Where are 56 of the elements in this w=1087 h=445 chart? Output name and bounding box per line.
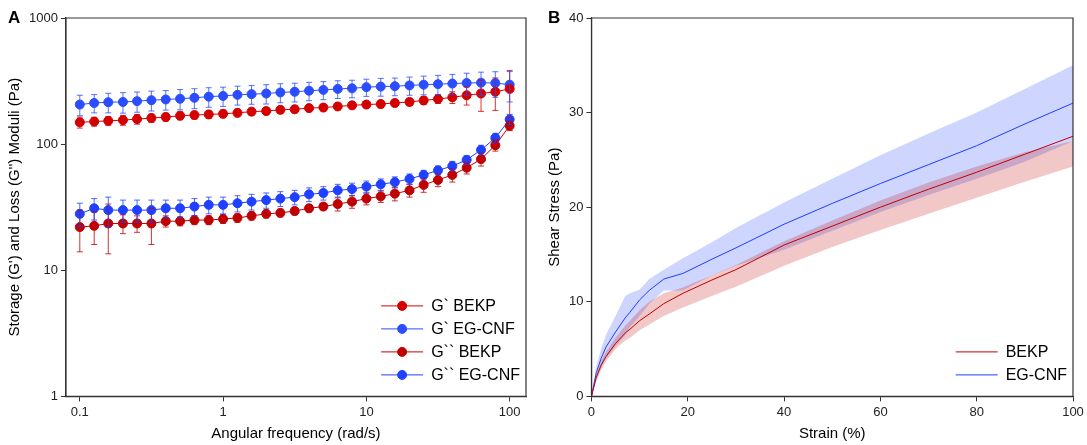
point xyxy=(203,91,214,102)
x-tick-label: 100 xyxy=(498,403,521,419)
x-tick-label: 80 xyxy=(969,403,984,419)
y-tick-label: 20 xyxy=(568,198,584,214)
point xyxy=(232,198,243,209)
point xyxy=(74,99,85,110)
point xyxy=(275,87,286,98)
y-axis-title: Shear Stress (Pa) xyxy=(545,147,563,267)
x-axis-title: Strain (%) xyxy=(798,424,866,442)
x-tick-label: 1 xyxy=(219,403,227,419)
y-tick-label: 0 xyxy=(576,387,584,403)
point xyxy=(103,205,114,216)
x-tick-label: 0 xyxy=(587,403,596,419)
legend-label: G` EG-CNF xyxy=(431,320,515,338)
legend-label: G`` EG-CNF xyxy=(431,366,521,384)
point xyxy=(332,83,343,94)
point xyxy=(447,78,458,89)
point xyxy=(189,201,200,212)
point xyxy=(89,220,100,231)
y-tick-label: 1000 xyxy=(29,9,58,25)
point xyxy=(203,199,214,210)
point xyxy=(275,193,286,204)
y-tick-label: 100 xyxy=(36,135,58,151)
x-tick-label: 10 xyxy=(359,403,374,419)
point xyxy=(146,95,157,106)
point xyxy=(318,84,329,95)
x-tick-label: 0.1 xyxy=(70,403,89,419)
point xyxy=(418,79,429,90)
legend-label: G` BEKP xyxy=(431,297,497,315)
y-axis-title: Storage (G') and Loss (G'') Moduli (Pa) xyxy=(5,77,23,337)
point xyxy=(289,86,300,97)
point xyxy=(246,196,257,207)
chart-title: A xyxy=(8,8,21,28)
point xyxy=(232,89,243,100)
legend-label: EG-CNF xyxy=(1005,366,1068,384)
x-axis-title: Angular frequency (rad/s) xyxy=(211,424,381,442)
y-tick-label: 40 xyxy=(568,9,584,25)
x-tick-label: 40 xyxy=(776,403,792,419)
legend-label: G`` BEKP xyxy=(431,343,502,361)
y-tick-label: 1 xyxy=(50,387,58,403)
point xyxy=(103,97,114,108)
point xyxy=(160,203,171,214)
point xyxy=(404,80,415,91)
y-tick-label: 10 xyxy=(568,293,584,309)
point xyxy=(261,88,272,99)
point xyxy=(89,97,100,108)
point xyxy=(246,89,257,100)
x-tick-label: 20 xyxy=(680,403,695,419)
point xyxy=(189,92,200,103)
y-tick-label: 10 xyxy=(43,261,58,277)
point xyxy=(361,82,372,93)
y-tick-label: 30 xyxy=(568,104,584,120)
x-tick-label: 100 xyxy=(1062,403,1084,419)
x-tick-label: 60 xyxy=(873,403,888,419)
legend-label: BEKP xyxy=(1005,343,1049,361)
chart-title: B xyxy=(548,8,561,28)
